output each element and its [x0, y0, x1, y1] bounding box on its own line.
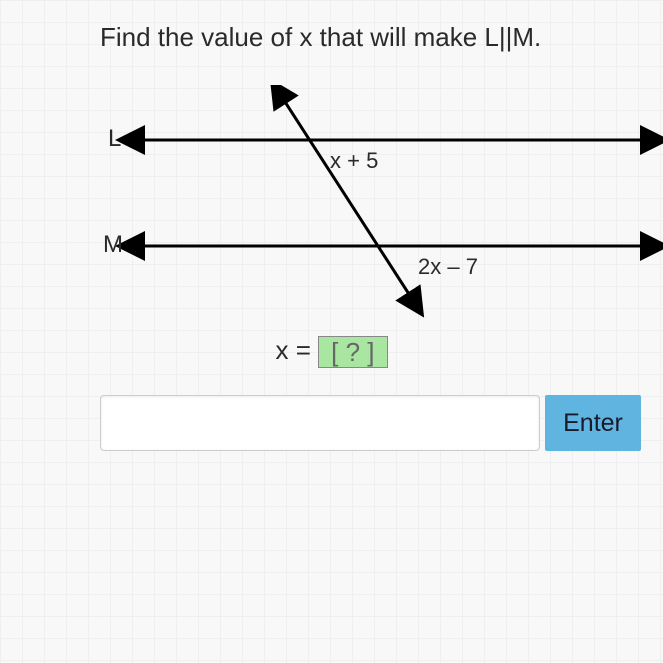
transversal-line — [278, 91, 416, 305]
angle-1-label: x + 5 — [330, 148, 378, 174]
answer-prefix: x = — [276, 335, 319, 365]
line-l-label: L — [108, 125, 121, 153]
angle-2-label: 2x – 7 — [418, 254, 478, 280]
answer-expression: x = [ ? ] — [0, 335, 663, 368]
problem-title: Find the value of x that will make L||M. — [100, 22, 541, 53]
line-m-label: M — [103, 231, 123, 259]
answer-placeholder-box: [ ? ] — [318, 336, 387, 368]
enter-button[interactable]: Enter — [545, 395, 641, 451]
answer-input[interactable] — [100, 395, 540, 451]
geometry-diagram — [0, 85, 663, 325]
input-row: Enter — [100, 395, 641, 451]
